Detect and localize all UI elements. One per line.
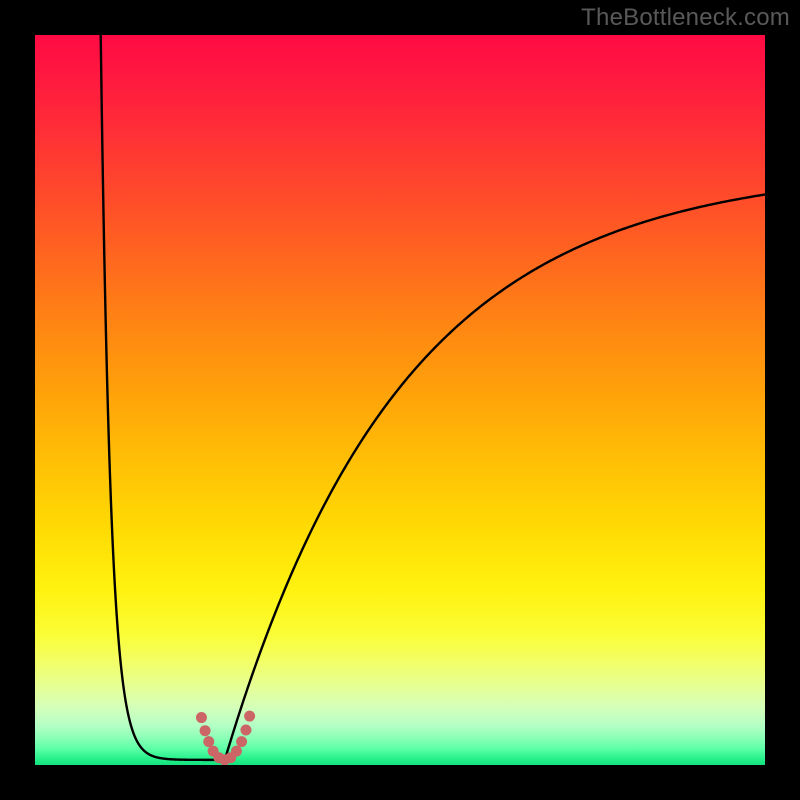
plot-background: [35, 35, 765, 765]
trough-marker: [196, 712, 207, 723]
trough-marker: [200, 725, 211, 736]
trough-marker: [203, 736, 214, 747]
trough-marker: [244, 711, 255, 722]
chart-container: TheBottleneck.com: [0, 0, 800, 800]
trough-marker: [236, 736, 247, 747]
trough-marker: [231, 746, 242, 757]
watermark-text: TheBottleneck.com: [581, 4, 790, 32]
trough-marker: [240, 724, 251, 735]
chart-svg: [0, 0, 800, 800]
